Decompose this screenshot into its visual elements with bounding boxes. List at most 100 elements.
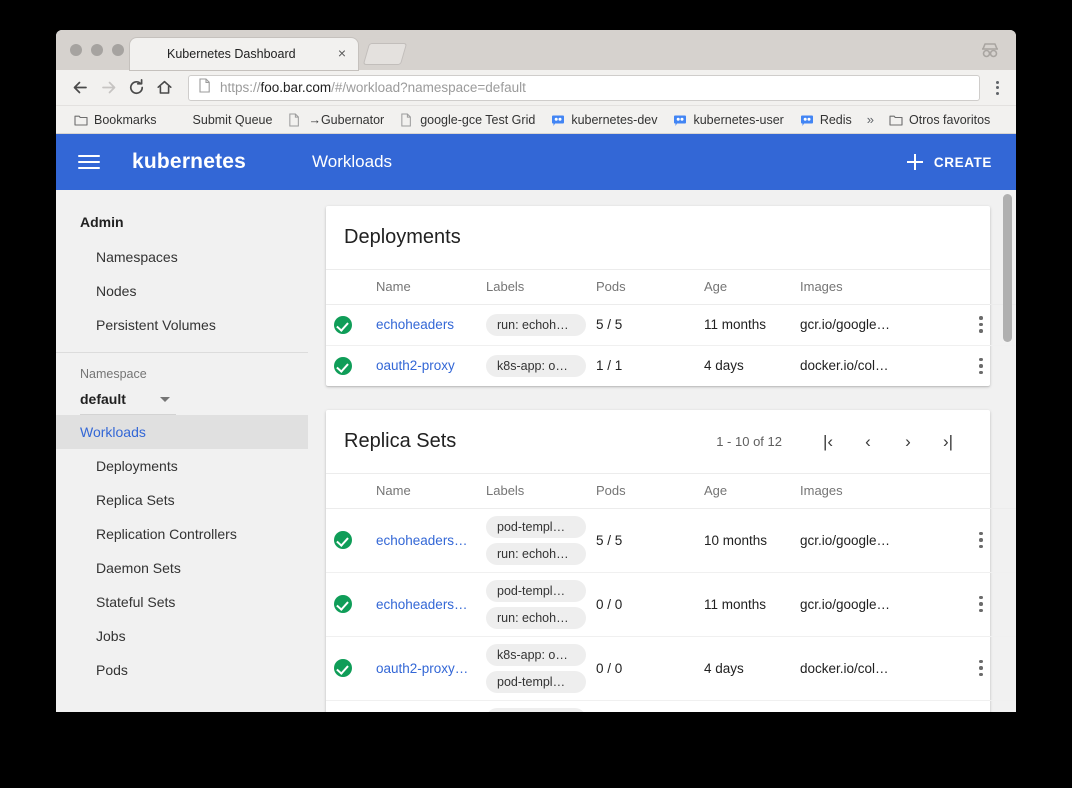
bookmark-item[interactable]: Bookmarks [66,109,165,131]
page-title: Workloads [312,152,393,171]
bookmark-item[interactable]: kubernetes-user [665,109,791,131]
col-status [326,270,376,305]
bookmark-item[interactable]: Redis [792,109,860,131]
last-page-button[interactable]: ›| [942,431,954,451]
document-icon [400,112,414,127]
namespace-label: Namespace [80,367,147,381]
namespace-select[interactable]: default [80,387,176,415]
sidebar-item-stateful-sets[interactable]: Stateful Sets [96,594,176,610]
replica-sets-table: Name Labels Pods Age Images ec [326,474,1016,712]
three-dot-menu-icon[interactable] [986,75,1008,101]
resource-link[interactable]: echoheaders [376,317,455,332]
card-title: Replica Sets [344,430,457,452]
pods-value: 5 / 5 [596,304,704,346]
pods-value: 5 / 5 [596,508,704,573]
row-menu-icon[interactable] [970,351,992,381]
table-row[interactable]: echoheaders run: echoh… 5 / 5 11 months … [326,304,1016,346]
sidebar-item-replica-sets[interactable]: Replica Sets [96,492,175,508]
table-row[interactable]: echoheaders… pod-templ… run: echoh… 5 / 5… [326,508,1016,573]
close-window-button[interactable] [70,44,82,56]
col-images: Images [800,270,960,305]
healthy-check-icon [334,315,352,334]
sidebar-item-nodes[interactable]: Nodes [96,283,137,299]
resource-link[interactable]: echoheaders… [376,532,468,548]
groups-icon [673,113,687,127]
table-header-row: Name Labels Pods Age Images [326,474,1016,509]
tab-title: Kubernetes Dashboard [167,47,296,61]
age-value: 11 months [704,304,800,346]
images-value: docker.io/col… [800,358,889,374]
back-arrow-icon[interactable] [66,74,94,102]
col-labels: Labels [486,474,596,509]
next-page-button[interactable]: › [905,431,911,451]
bookmark-label: kubernetes-user [693,112,784,127]
row-menu-icon[interactable] [970,310,992,340]
row-menu-icon[interactable] [970,525,992,555]
home-icon[interactable] [150,74,178,102]
pods-value: 0 / 0 [596,636,704,701]
minimize-window-button[interactable] [91,44,103,56]
card-header: Deployments [326,206,990,270]
create-button[interactable]: CREATE [903,148,996,176]
groups-icon [551,113,565,127]
document-icon [198,77,211,98]
bookmarks-overflow-button[interactable]: » [866,112,875,127]
first-page-button[interactable]: |‹ [822,431,834,451]
bookmarks-bar: Bookmarks Submit Queue →Gubernator googl… [56,106,1016,134]
pods-value: 0 / 0 [596,700,704,712]
label-chip: run: echoh… [486,313,586,336]
kubernetes-dashboard: kubernetes Workloads CREATE Admin Namesp… [56,134,1016,712]
resource-link[interactable]: echoheaders… [376,596,468,612]
bookmark-folder-other[interactable]: Otros favoritos [881,109,998,131]
row-menu-icon[interactable] [970,653,992,683]
images-value: gcr.io/google… [800,508,960,573]
card-title: Deployments [344,226,461,248]
scrollbar-thumb[interactable] [1003,194,1012,342]
age-value: 4 days [704,358,744,374]
images-value: gcr.io/google… [800,572,960,637]
bookmark-item[interactable]: →Gubernator [280,109,392,131]
table-row[interactable]: oauth2-proxy… k8s-app: o…pod-templ… 0 / … [326,636,1016,701]
sidebar-item-replication-controllers[interactable]: Replication Controllers [96,526,237,542]
pagination: 1 - 10 of 12 |‹ ‹ › ›| [716,426,968,458]
label-chip: pod-templ… [486,515,586,538]
sidebar-item-deployments[interactable]: Deployments [96,458,178,474]
plus-icon [906,154,923,170]
content-scrollbar[interactable] [1003,190,1012,712]
kubernetes-logo-icon [142,46,158,62]
col-status [326,474,376,509]
hamburger-menu-icon[interactable] [78,155,100,169]
sidebar-item-workloads[interactable]: Workloads [56,415,308,449]
forward-arrow-icon [94,74,122,102]
table-row[interactable]: echoheaders… pod-templ… run: echoh… 0 / 0… [326,572,1016,637]
resource-link[interactable]: oauth2-proxy [376,358,455,374]
close-icon[interactable]: × [337,45,347,61]
healthy-check-icon [334,659,352,677]
bookmark-label: Redis [819,112,852,127]
bookmark-item[interactable]: kubernetes-dev [543,109,665,131]
url-text: https://foo.bar.com/#/workload?namespace… [220,80,526,95]
address-bar[interactable]: https://foo.bar.com/#/workload?namespace… [188,74,980,101]
browser-window: Kubernetes Dashboard × [56,30,1016,712]
maximize-window-button[interactable] [112,44,124,56]
table-row[interactable]: oauth2-proxy… k8s-app: o…pod-templ… 0 / … [326,700,1016,712]
row-menu-icon[interactable] [970,589,992,619]
table-row[interactable]: oauth2-proxy k8s-app: o… 1 / 1 4 days do… [326,345,1016,386]
bookmark-item[interactable]: Submit Queue [165,109,281,131]
replica-sets-card: Replica Sets 1 - 10 of 12 |‹ ‹ › ›| [326,410,1016,712]
sidebar-item-daemon-sets[interactable]: Daemon Sets [96,560,181,576]
sidebar-item-jobs[interactable]: Jobs [96,628,126,644]
bookmark-item[interactable]: google-gce Test Grid [392,109,543,131]
namespace-value: default [80,391,126,407]
col-actions [960,474,1016,509]
sidebar-item-persistent-volumes[interactable]: Persistent Volumes [96,317,216,333]
images-value: gcr.io/google… [800,304,960,346]
bookmark-label: kubernetes-dev [571,112,658,127]
prev-page-button[interactable]: ‹ [865,431,871,451]
resource-link[interactable]: oauth2-proxy… [376,660,469,676]
browser-tab[interactable]: Kubernetes Dashboard × [130,38,358,70]
new-tab-button[interactable] [362,43,408,65]
sidebar-item-pods[interactable]: Pods [96,662,128,678]
reload-icon[interactable] [122,74,150,102]
sidebar-item-namespaces[interactable]: Namespaces [96,249,178,265]
